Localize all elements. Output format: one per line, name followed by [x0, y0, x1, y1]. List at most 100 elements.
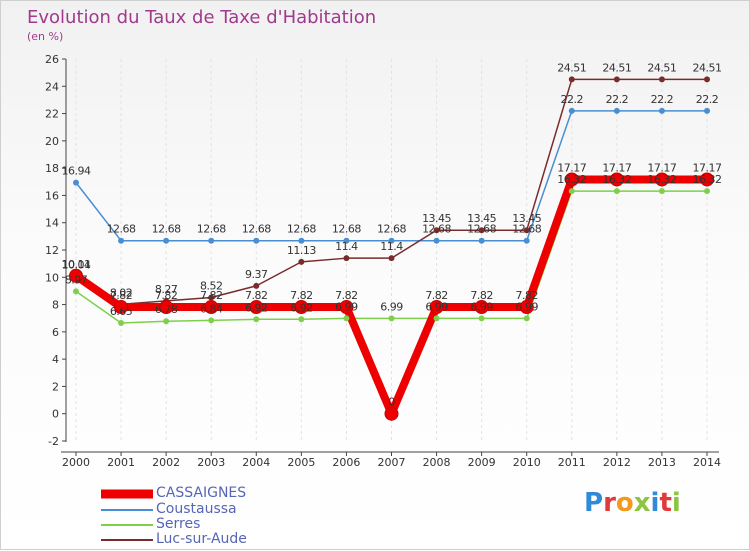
x-tick-label: 2005 — [287, 456, 315, 469]
data-point — [654, 172, 669, 187]
x-tick-label: 2004 — [242, 456, 270, 469]
y-tick-label: 8 — [52, 299, 59, 312]
data-label: 22.2 — [606, 93, 629, 106]
data-point — [429, 300, 444, 315]
x-tick-label: 2002 — [152, 456, 180, 469]
data-point — [204, 300, 219, 315]
x-tick-label: 2008 — [423, 456, 451, 469]
legend-label: Coustaussa — [156, 501, 237, 517]
data-point — [568, 107, 575, 114]
y-tick-label: 26 — [45, 53, 59, 66]
data-label: 8.02 — [110, 286, 133, 299]
data-point — [658, 188, 665, 195]
data-label: 7.82 — [515, 289, 538, 302]
logo-letter: i — [671, 488, 681, 518]
data-label: 16.32 — [693, 173, 722, 186]
data-label: 11.13 — [287, 244, 316, 257]
data-point — [298, 316, 305, 323]
legend-swatch — [101, 538, 153, 541]
data-point — [208, 237, 215, 244]
data-label: 22.2 — [651, 93, 674, 106]
x-tick-label: 2013 — [648, 456, 676, 469]
data-point — [249, 300, 264, 315]
data-point — [613, 107, 620, 114]
legend-label: Serres — [156, 516, 201, 532]
y-tick-label: 20 — [45, 135, 59, 148]
data-label: 17.17 — [557, 161, 586, 174]
data-point — [388, 255, 395, 262]
data-label: 6.99 — [380, 300, 403, 313]
x-tick-label: 2007 — [378, 456, 406, 469]
data-label: 7.82 — [425, 289, 448, 302]
data-point — [114, 300, 129, 315]
y-tick-label: 0 — [52, 408, 59, 421]
data-label: 16.32 — [602, 173, 631, 186]
data-label: 16.32 — [557, 173, 586, 186]
data-label: 13.45 — [422, 212, 451, 225]
data-label: 12.68 — [512, 223, 541, 236]
x-tick-label: 2010 — [513, 456, 541, 469]
data-point — [568, 76, 575, 83]
x-tick-label: 2014 — [693, 456, 721, 469]
data-label: 10.04 — [62, 259, 91, 272]
y-tick-label: 2 — [52, 380, 59, 393]
data-label: 8.27 — [155, 283, 178, 296]
data-label: 12.68 — [287, 223, 316, 236]
legend-swatch — [101, 523, 153, 526]
legend-swatch — [101, 489, 153, 498]
data-label: 16.32 — [647, 173, 676, 186]
data-point — [208, 294, 215, 301]
data-label: 6.92 — [245, 301, 268, 314]
data-label: 17.17 — [693, 161, 722, 174]
data-point — [564, 172, 579, 187]
data-label: 24.51 — [557, 61, 586, 74]
chart-subtitle: (en %) — [27, 30, 64, 43]
data-label: 16.94 — [62, 165, 91, 178]
data-label: 24.51 — [693, 61, 722, 74]
data-label: 12.68 — [332, 223, 361, 236]
data-label: 12.68 — [467, 223, 496, 236]
y-tick-label: 4 — [52, 353, 59, 366]
data-point — [478, 227, 485, 234]
data-point — [478, 315, 485, 322]
logo-letter: P — [584, 488, 604, 518]
logo-letter: o — [615, 488, 634, 518]
data-label: 10.11 — [62, 258, 91, 271]
data-label: 7.82 — [290, 289, 313, 302]
chart-title: Evolution du Taux de Taxe d'Habitation — [27, 7, 377, 28]
data-point — [613, 188, 620, 195]
data-point — [658, 107, 665, 114]
y-tick-label: 6 — [52, 326, 59, 339]
data-point — [433, 315, 440, 322]
x-tick-label: 2012 — [603, 456, 631, 469]
data-label: 12.68 — [242, 223, 271, 236]
data-label: 0 — [388, 396, 395, 409]
x-tick-label: 2001 — [107, 456, 135, 469]
data-point — [73, 288, 79, 295]
y-tick-label: 10 — [45, 271, 59, 284]
data-point — [388, 237, 395, 244]
y-tick-label: -2 — [48, 435, 59, 448]
data-point — [568, 188, 575, 195]
data-point — [388, 315, 395, 322]
data-point — [298, 258, 305, 265]
data-point — [433, 227, 440, 234]
data-point — [478, 237, 485, 244]
logo-letter: r — [603, 488, 616, 518]
x-tick-label: 2009 — [468, 456, 496, 469]
data-point — [118, 237, 125, 244]
data-point — [433, 237, 440, 244]
data-point — [159, 300, 174, 315]
data-label: 6.99 — [515, 300, 538, 313]
logo-letter: i — [650, 488, 660, 518]
y-tick-label: 24 — [45, 80, 59, 93]
data-label: 12.68 — [107, 223, 136, 236]
logo-letter: t — [659, 488, 672, 518]
data-point — [704, 188, 710, 195]
data-point — [253, 282, 260, 289]
x-tick-label: 2011 — [558, 456, 586, 469]
data-point — [704, 107, 710, 114]
data-point — [163, 318, 170, 325]
